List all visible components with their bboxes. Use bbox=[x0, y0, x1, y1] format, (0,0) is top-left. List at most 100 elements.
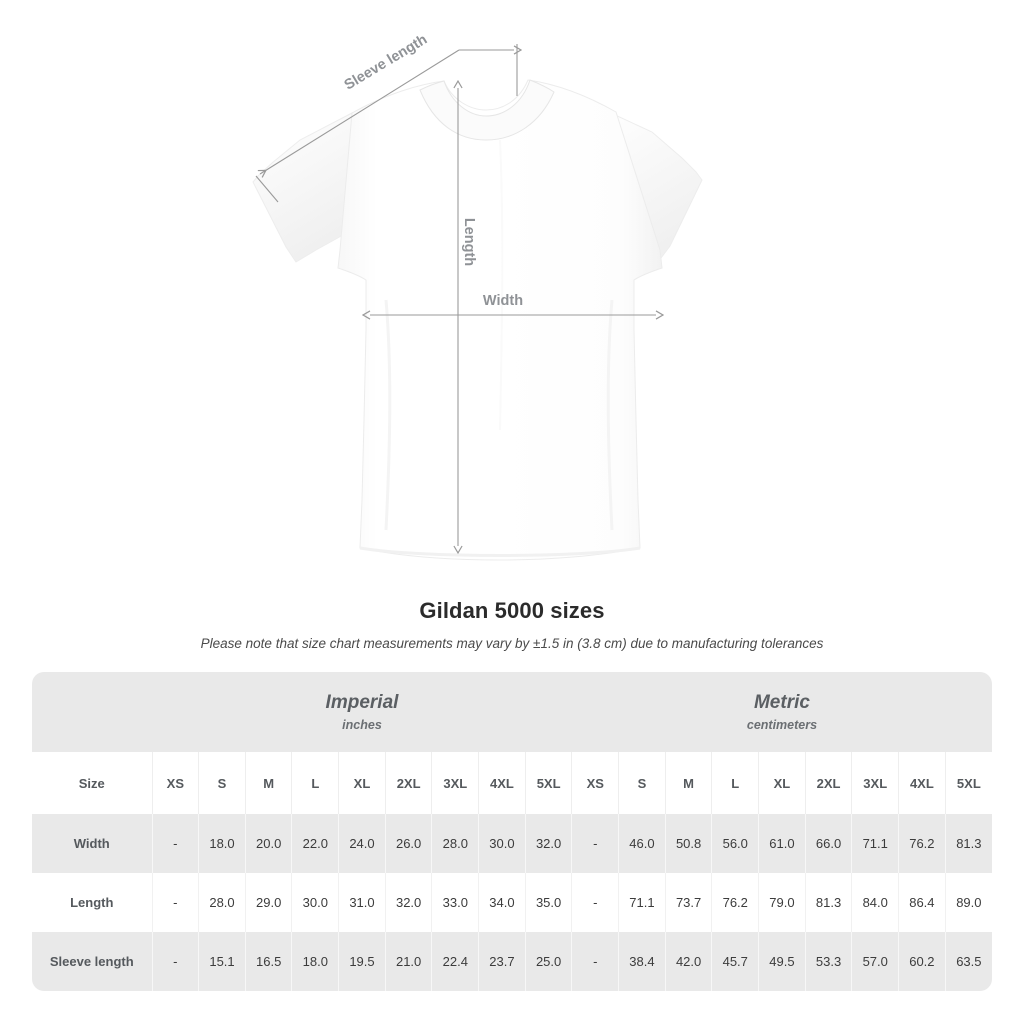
cell-metric-2xl: 66.0 bbox=[804, 814, 852, 873]
cell-imperial-5xl: 35.0 bbox=[524, 873, 572, 932]
cell-metric-2xl: 53.3 bbox=[804, 932, 852, 991]
table-row: Length -28.0 29.0 30.0 31.0 32.0 33.0 34.0 35.0-… bbox=[32, 873, 992, 932]
size-header-metric-5xl: 5XL bbox=[944, 752, 992, 814]
cell-metric-xs: - bbox=[571, 814, 619, 873]
cell-metric-4xl: 76.2 bbox=[898, 814, 946, 873]
cell-metric-s: 71.1 bbox=[618, 873, 666, 932]
size-header-metric-s: S bbox=[618, 752, 666, 814]
cell-metric-xl: 49.5 bbox=[758, 932, 806, 991]
cell-imperial-xl: 31.0 bbox=[338, 873, 386, 932]
cell-imperial-l: 30.0 bbox=[291, 873, 339, 932]
table-row: Width -18.0 20.0 22.0 24.0 26.0 28.0 30.0 32.0-4… bbox=[32, 814, 992, 873]
size-header-imperial-s: S bbox=[198, 752, 246, 814]
cell-metric-l: 45.7 bbox=[711, 932, 759, 991]
cell-metric-5xl: 63.5 bbox=[944, 932, 992, 991]
cell-metric-m: 73.7 bbox=[664, 873, 712, 932]
cell-imperial-4xl: 30.0 bbox=[478, 814, 526, 873]
cell-metric-xs: - bbox=[571, 932, 619, 991]
cell-imperial-5xl: 25.0 bbox=[524, 932, 572, 991]
cell-metric-m: 50.8 bbox=[664, 814, 712, 873]
cell-metric-3xl: 71.1 bbox=[851, 814, 899, 873]
cell-metric-2xl: 81.3 bbox=[804, 873, 852, 932]
row-label-sleeve-length: Sleeve length bbox=[32, 932, 153, 991]
cell-imperial-s: 15.1 bbox=[198, 932, 246, 991]
size-header-imperial-5xl: 5XL bbox=[524, 752, 572, 814]
unit-banner-metric: Metric centimeters bbox=[571, 672, 992, 752]
cell-imperial-3xl: 33.0 bbox=[431, 873, 479, 932]
tshirt-illustration bbox=[252, 79, 703, 561]
cell-imperial-xl: 19.5 bbox=[338, 932, 386, 991]
cell-imperial-m: 20.0 bbox=[244, 814, 292, 873]
unit-name-imperial: Imperial bbox=[325, 691, 399, 713]
cell-imperial-m: 16.5 bbox=[244, 932, 292, 991]
size-header-imperial-3xl: 3XL bbox=[431, 752, 479, 814]
size-header-imperial-l: L bbox=[291, 752, 339, 814]
size-chart-table: Imperial inches Metric centimeters Size … bbox=[32, 672, 992, 991]
cell-metric-4xl: 60.2 bbox=[898, 932, 946, 991]
table-body: Width -18.0 20.0 22.0 24.0 26.0 28.0 30.0 32.0-4… bbox=[32, 814, 992, 991]
size-header-imperial-2xl: 2XL bbox=[384, 752, 432, 814]
cell-imperial-4xl: 34.0 bbox=[478, 873, 526, 932]
cell-imperial-l: 18.0 bbox=[291, 932, 339, 991]
cell-imperial-3xl: 22.4 bbox=[431, 932, 479, 991]
cell-imperial-xs: - bbox=[151, 814, 199, 873]
unit-banner-imperial: Imperial inches bbox=[152, 672, 572, 752]
unit-banner-row: Imperial inches Metric centimeters bbox=[32, 672, 992, 752]
cell-imperial-2xl: 32.0 bbox=[384, 873, 432, 932]
cell-metric-3xl: 57.0 bbox=[851, 932, 899, 991]
page-title: Gildan 5000 sizes bbox=[419, 598, 605, 623]
tshirt-diagram: Sleeve length Length Width bbox=[252, 32, 703, 561]
table-row: Sleeve length -15.1 16.5 18.0 19.5 21.0 22.4 23… bbox=[32, 932, 992, 991]
size-chart-table-wrapper: Imperial inches Metric centimeters Size … bbox=[32, 672, 992, 991]
size-header-metric-3xl: 3XL bbox=[851, 752, 899, 814]
size-header-imperial-xl: XL bbox=[338, 752, 386, 814]
size-header-metric-l: L bbox=[711, 752, 759, 814]
size-header-metric-m: M bbox=[664, 752, 712, 814]
cell-metric-xl: 61.0 bbox=[758, 814, 806, 873]
cell-imperial-m: 29.0 bbox=[244, 873, 292, 932]
size-header-metric-4xl: 4XL bbox=[898, 752, 946, 814]
cell-metric-3xl: 84.0 bbox=[851, 873, 899, 932]
cell-imperial-xs: - bbox=[151, 932, 199, 991]
cell-metric-4xl: 86.4 bbox=[898, 873, 946, 932]
sleeve-length-measure bbox=[255, 44, 523, 203]
length-label: Length bbox=[461, 218, 477, 266]
cell-imperial-3xl: 28.0 bbox=[431, 814, 479, 873]
unit-banner-corner bbox=[32, 672, 153, 752]
size-header-imperial-xs: XS bbox=[151, 752, 199, 814]
cell-imperial-s: 28.0 bbox=[198, 873, 246, 932]
cell-metric-xs: - bbox=[571, 873, 619, 932]
cell-imperial-2xl: 26.0 bbox=[384, 814, 432, 873]
cell-metric-m: 42.0 bbox=[664, 932, 712, 991]
size-header-metric-2xl: 2XL bbox=[804, 752, 852, 814]
width-label: Width bbox=[483, 293, 523, 309]
cell-imperial-5xl: 32.0 bbox=[524, 814, 572, 873]
row-label-width: Width bbox=[32, 814, 153, 873]
cell-metric-5xl: 81.3 bbox=[944, 814, 992, 873]
row-label-length: Length bbox=[32, 873, 153, 932]
unit-sub-imperial: inches bbox=[342, 717, 382, 732]
cell-imperial-xl: 24.0 bbox=[338, 814, 386, 873]
column-header-size: Size bbox=[32, 752, 153, 814]
size-header-metric-xs: XS bbox=[571, 752, 619, 814]
table-head: Imperial inches Metric centimeters Size … bbox=[32, 672, 992, 814]
cell-imperial-2xl: 21.0 bbox=[384, 932, 432, 991]
size-header-metric-xl: XL bbox=[758, 752, 806, 814]
sleeve-cuff-tick bbox=[255, 175, 279, 203]
cell-metric-l: 76.2 bbox=[711, 873, 759, 932]
unit-name-metric: Metric bbox=[753, 691, 810, 713]
cell-metric-l: 56.0 bbox=[711, 814, 759, 873]
tolerance-note: Please note that size chart measurements… bbox=[200, 636, 824, 651]
cell-imperial-s: 18.0 bbox=[198, 814, 246, 873]
size-header-imperial-4xl: 4XL bbox=[478, 752, 526, 814]
cell-metric-s: 46.0 bbox=[618, 814, 666, 873]
cell-metric-xl: 79.0 bbox=[758, 873, 806, 932]
title-block: Gildan 5000 sizes Please note that size … bbox=[0, 598, 1024, 651]
unit-sub-metric: centimeters bbox=[746, 717, 818, 732]
cell-imperial-l: 22.0 bbox=[291, 814, 339, 873]
cell-metric-5xl: 89.0 bbox=[944, 873, 992, 932]
size-header-imperial-m: M bbox=[244, 752, 292, 814]
cell-imperial-xs: - bbox=[151, 873, 199, 932]
size-header-row: Size XS S M L XL 2XL 3XL 4XL 5XL XS S M L XL 2XL 3XL 4XL… bbox=[32, 752, 992, 814]
